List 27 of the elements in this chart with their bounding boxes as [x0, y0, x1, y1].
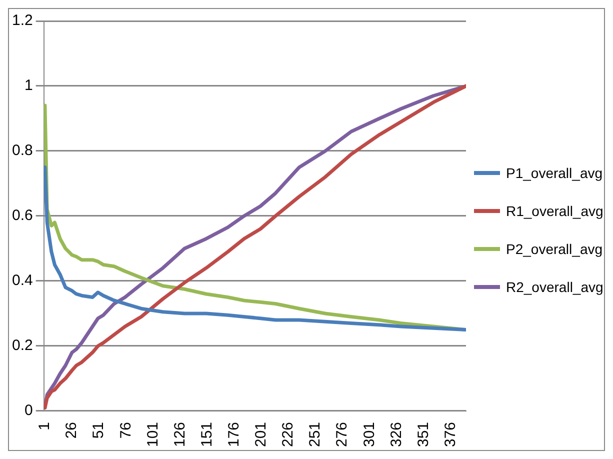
legend-label: P2_overall_avg	[506, 240, 603, 256]
x-tick-label: 26	[63, 422, 80, 439]
x-tick-label: 76	[117, 422, 134, 439]
legend-label: P1_overall_avg	[506, 164, 603, 180]
y-tick-label: 0.8	[12, 142, 33, 160]
x-tick-label: 376	[442, 422, 459, 448]
x-tick-label: 51	[90, 422, 108, 439]
legend-label: R1_overall_avg	[506, 202, 604, 218]
x-tick-label: 251	[306, 422, 324, 448]
y-tick-label: 0.6	[12, 207, 33, 224]
x-tick-label: 276	[334, 422, 351, 448]
y-tick-label: 0	[24, 402, 33, 420]
y-tick-label: 0.2	[12, 337, 33, 354]
x-tick-label: 201	[252, 422, 270, 448]
y-tick-label: 1	[24, 77, 33, 94]
y-tick-label: 0.4	[12, 272, 33, 290]
x-tick-label: 101	[144, 422, 162, 448]
y-tick-label: 1.2	[12, 12, 33, 30]
x-tick-label: 126	[171, 422, 188, 448]
x-tick-label: 176	[226, 422, 242, 448]
x-tick-label: 326	[388, 422, 405, 448]
legend-label: R2_overall_avg	[506, 278, 604, 294]
x-tick-label: 301	[360, 422, 378, 448]
x-tick-label: 351	[414, 422, 432, 448]
x-tick-label: 151	[198, 422, 216, 448]
x-tick-label: 226	[280, 422, 297, 448]
x-tick-label: 1	[36, 422, 54, 430]
